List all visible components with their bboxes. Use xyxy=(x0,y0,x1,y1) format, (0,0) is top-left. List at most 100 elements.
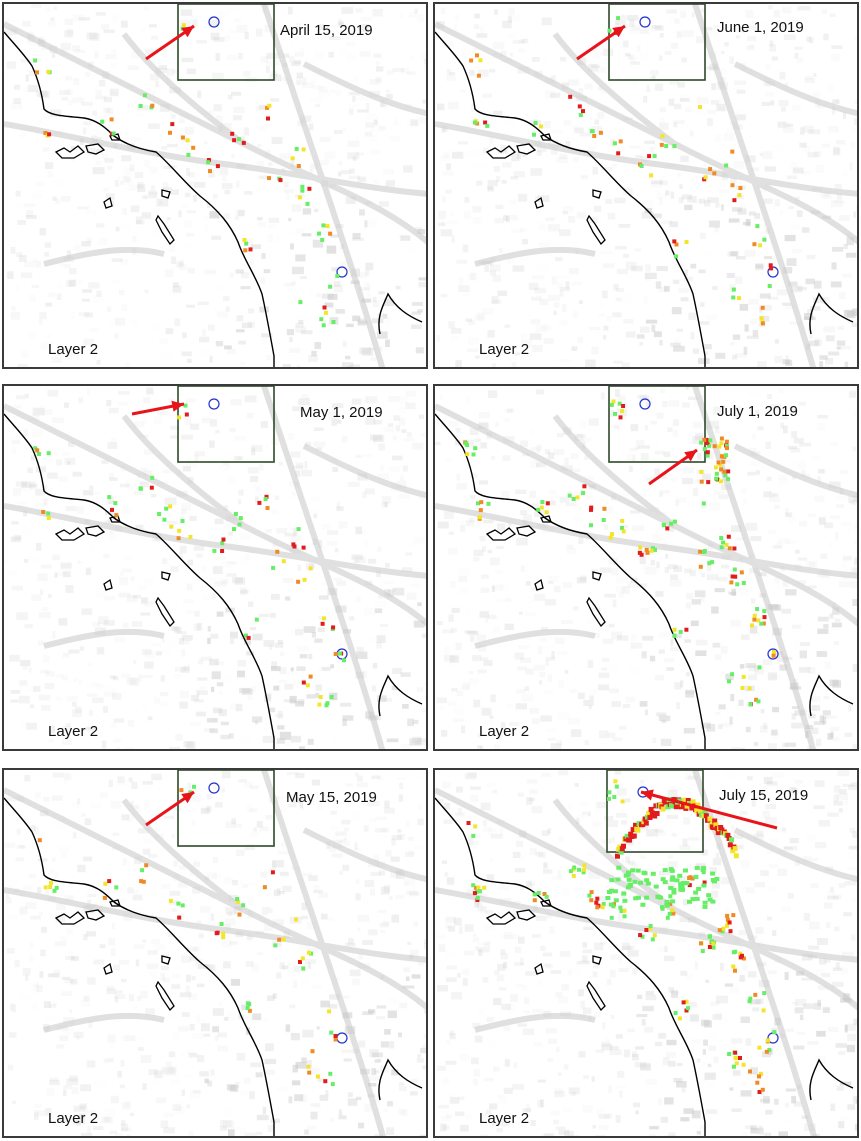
terrain-pixel xyxy=(631,634,637,642)
terrain-pixel xyxy=(200,748,210,749)
terrain-pixel xyxy=(345,41,356,46)
terrain-pixel xyxy=(421,707,426,713)
detection-pixel xyxy=(723,473,728,478)
terrain-pixel xyxy=(264,1069,275,1075)
terrain-pixel xyxy=(174,318,181,327)
terrain-pixel xyxy=(602,263,615,269)
terrain-pixel xyxy=(308,800,316,806)
terrain-pixel xyxy=(828,481,841,489)
terrain-pixel xyxy=(769,40,774,47)
terrain-pixel xyxy=(385,563,390,568)
terrain-pixel xyxy=(53,6,57,10)
detection-pixel xyxy=(466,821,471,825)
terrain-pixel xyxy=(299,654,308,659)
terrain-pixel xyxy=(460,970,469,974)
terrain-pixel xyxy=(570,729,582,737)
terrain-pixel xyxy=(554,637,565,644)
terrain-pixel xyxy=(149,600,156,605)
terrain-pixel xyxy=(569,689,577,693)
terrain-pixel xyxy=(548,576,559,583)
terrain-pixel xyxy=(35,64,44,67)
terrain-pixel xyxy=(78,679,82,685)
detection-pixel xyxy=(581,870,586,875)
terrain-pixel xyxy=(400,406,406,413)
terrain-pixel xyxy=(522,514,532,522)
terrain-pixel xyxy=(297,564,301,571)
terrain-pixel xyxy=(95,12,106,16)
detection-pixel xyxy=(674,254,678,259)
terrain-pixel xyxy=(662,1057,670,1066)
terrain-pixel xyxy=(466,1113,473,1120)
terrain-pixel xyxy=(289,336,293,343)
terrain-pixel xyxy=(372,296,377,302)
terrain-pixel xyxy=(438,222,446,227)
detection-pixel xyxy=(725,917,730,922)
terrain-pixel xyxy=(189,1024,195,1031)
terrain-pixel xyxy=(731,825,735,830)
coastline xyxy=(4,797,275,1136)
terrain-pixel xyxy=(824,902,833,909)
terrain-pixel xyxy=(203,728,215,732)
terrain-pixel xyxy=(384,427,395,433)
terrain-pixel xyxy=(487,915,500,923)
terrain-pixel xyxy=(375,601,386,608)
terrain-pixel xyxy=(660,388,666,394)
terrain-pixel xyxy=(380,827,390,833)
terrain-pixel xyxy=(398,794,403,802)
terrain-pixel xyxy=(209,728,218,734)
detection-pixel xyxy=(665,526,670,531)
coastline xyxy=(4,413,275,749)
terrain-pixel xyxy=(604,816,614,821)
terrain-pixel xyxy=(651,533,663,542)
detection-pixel xyxy=(728,929,733,934)
terrain-pixel xyxy=(561,984,570,991)
terrain-pixel xyxy=(573,433,584,441)
terrain-pixel xyxy=(335,23,344,27)
detection-pixel xyxy=(578,113,583,117)
terrain-pixel xyxy=(103,96,112,103)
terrain-pixel xyxy=(194,610,200,617)
terrain-pixel xyxy=(838,883,846,888)
terrain-pixel xyxy=(749,625,758,634)
terrain-pixel xyxy=(57,351,61,356)
detection-pixel xyxy=(760,305,765,310)
detection-pixel xyxy=(232,138,237,143)
terrain-pixel xyxy=(73,14,85,21)
terrain-pixel xyxy=(163,1127,175,1134)
terrain-pixel xyxy=(252,716,263,723)
ridge-line xyxy=(733,61,857,117)
terrain-pixel xyxy=(114,637,126,643)
terrain-pixel xyxy=(95,95,107,100)
terrain-pixel xyxy=(489,1042,496,1049)
terrain-pixel xyxy=(760,709,765,714)
terrain-pixel xyxy=(250,244,261,250)
detection-pixel xyxy=(183,403,188,408)
terrain-pixel xyxy=(440,154,450,162)
terrain-pixel xyxy=(822,716,827,725)
terrain-pixel xyxy=(110,318,122,325)
detection-pixel xyxy=(230,131,235,136)
terrain-pixel xyxy=(741,1131,748,1136)
terrain-pixel xyxy=(272,919,285,926)
terrain-pixel xyxy=(41,606,49,612)
terrain-pixel xyxy=(508,522,512,527)
terrain-pixel xyxy=(69,267,77,275)
terrain-pixel xyxy=(732,354,738,360)
terrain-pixel xyxy=(843,172,847,178)
terrain-pixel xyxy=(685,107,692,112)
detection-pixel xyxy=(731,295,736,300)
ridge-line xyxy=(435,121,857,197)
terrain-pixel xyxy=(825,335,835,342)
terrain-pixel xyxy=(794,859,801,866)
terrain-pixel xyxy=(479,1134,489,1136)
terrain-pixel xyxy=(127,814,133,822)
terrain-pixel xyxy=(48,292,56,298)
terrain-pixel xyxy=(720,204,724,211)
terrain-pixel xyxy=(830,515,841,519)
terrain-pixel xyxy=(295,254,306,262)
terrain-pixel xyxy=(164,269,174,278)
terrain-pixel xyxy=(142,1083,147,1090)
terrain-pixel xyxy=(195,711,206,717)
terrain-pixel xyxy=(448,101,459,110)
terrain-pixel xyxy=(472,206,482,213)
